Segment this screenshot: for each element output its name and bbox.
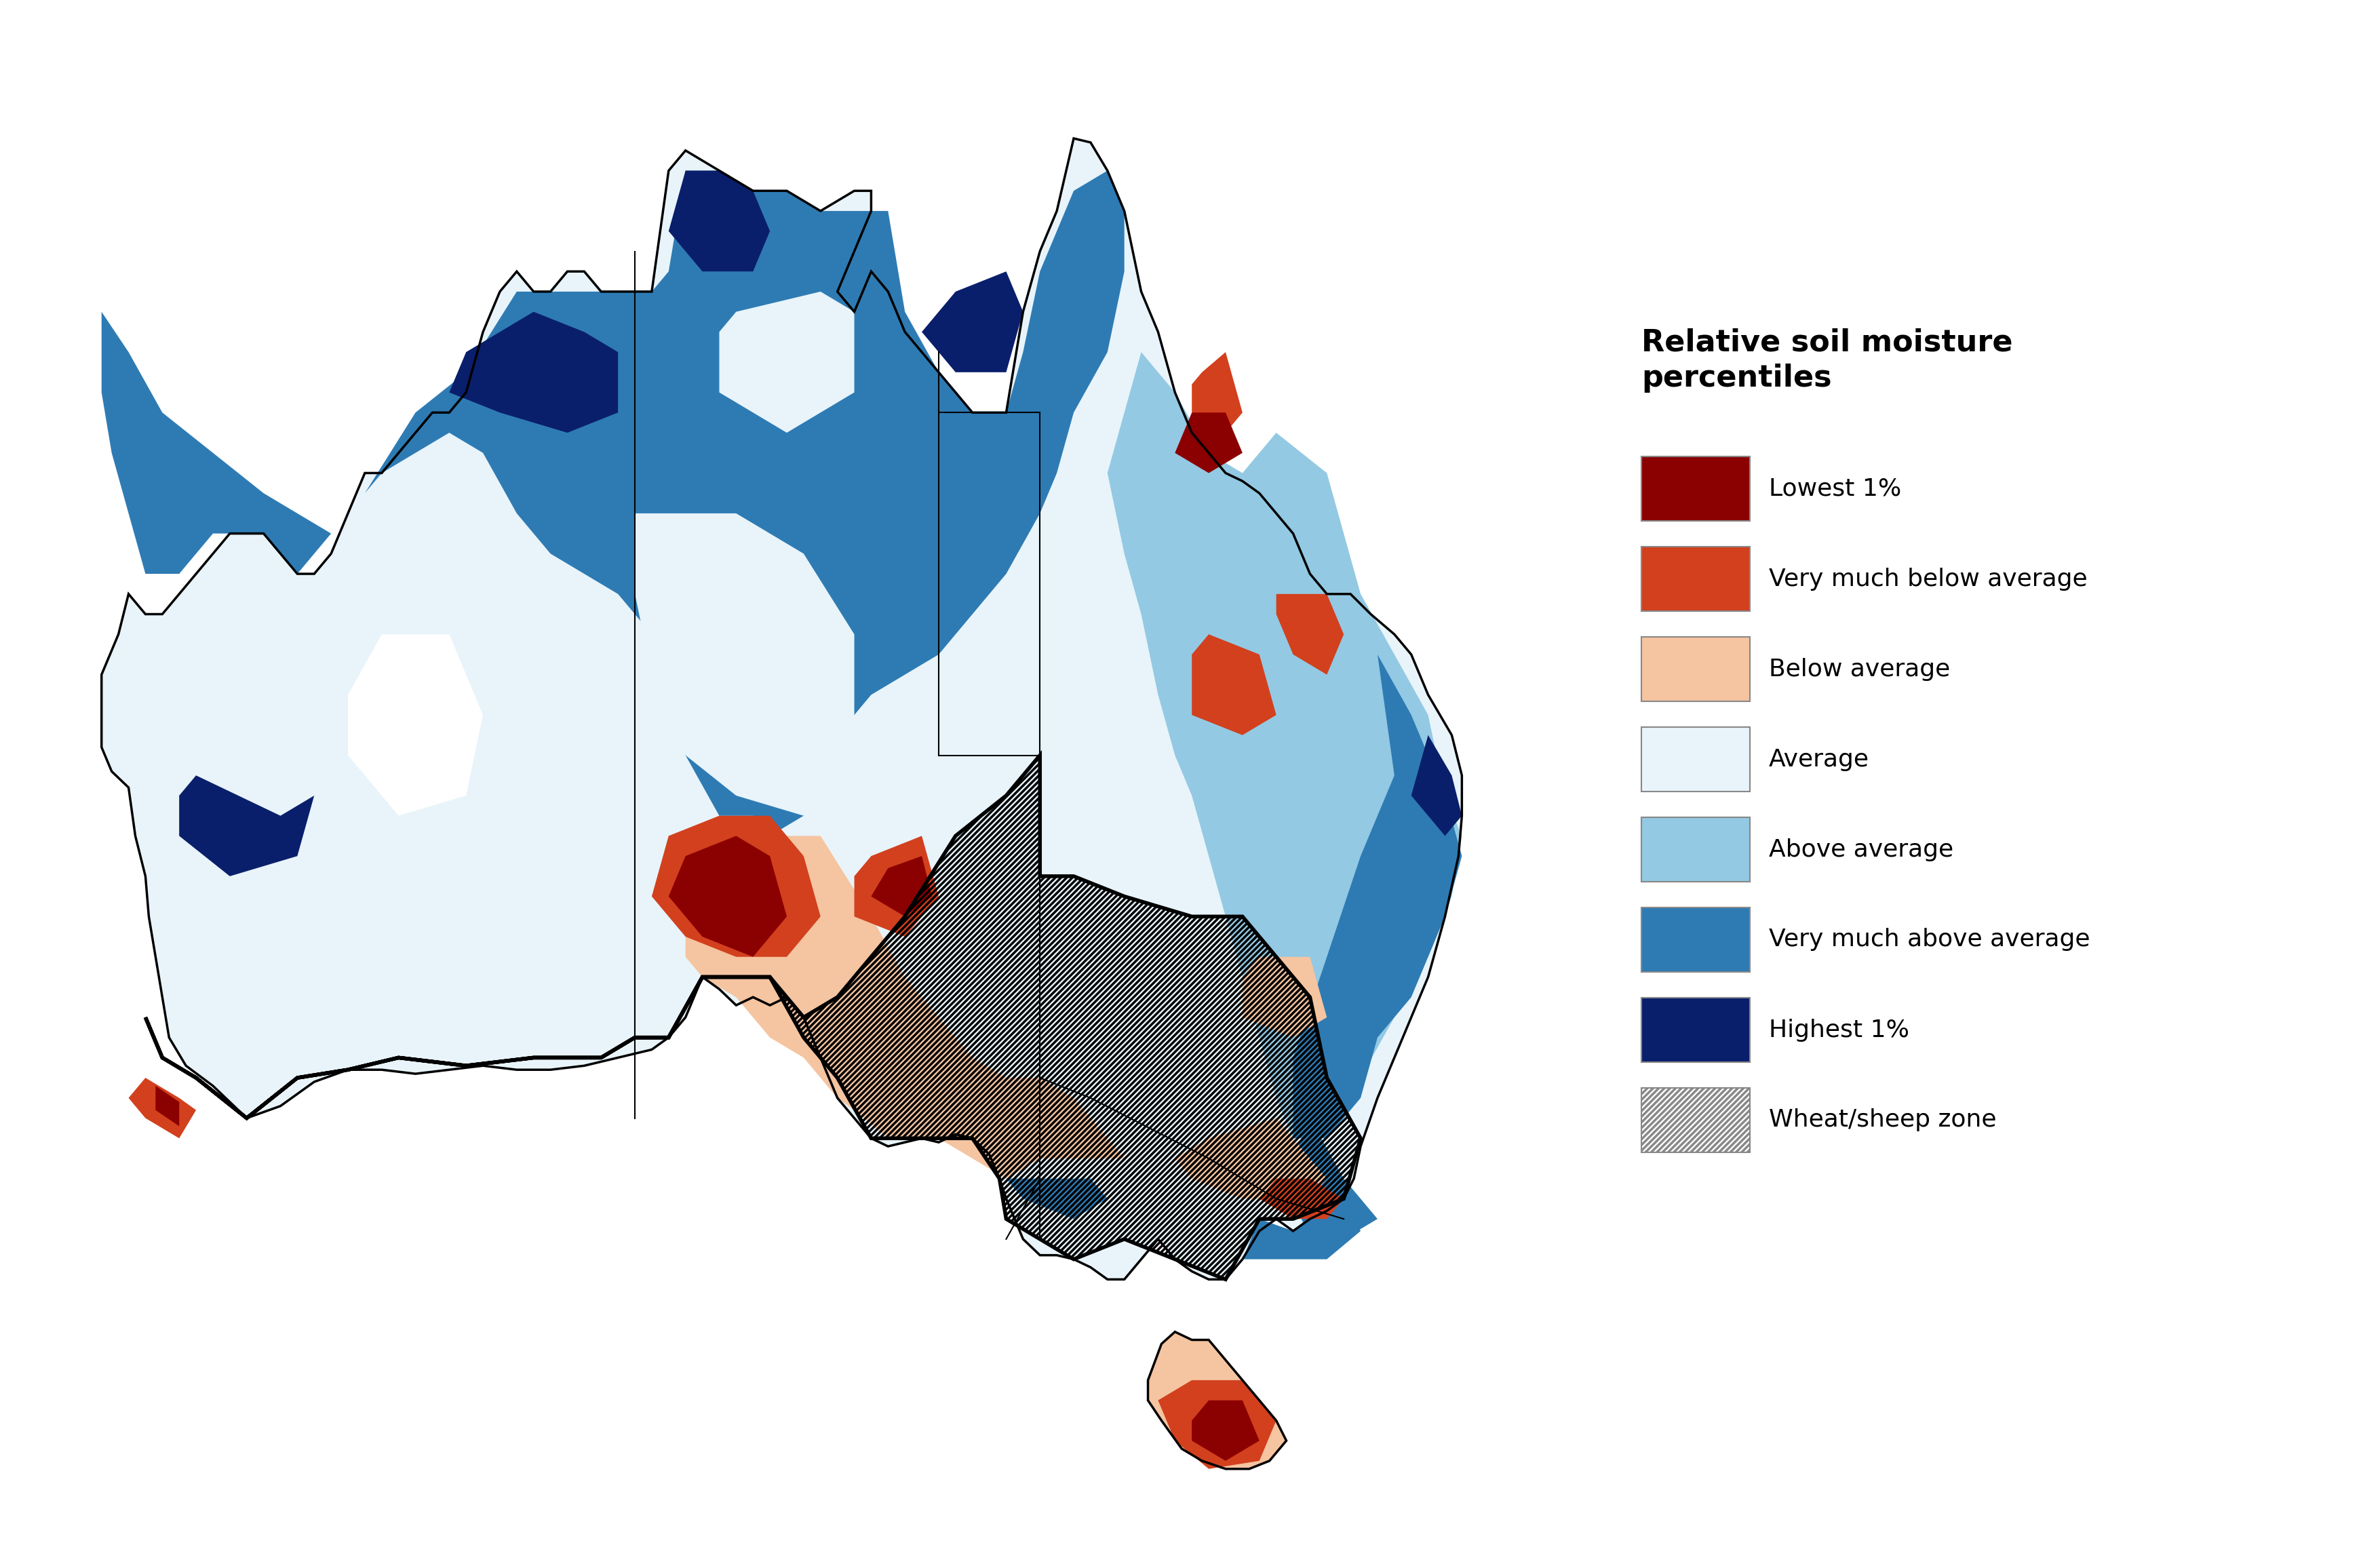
Bar bbox=[1642, 817, 1749, 881]
Polygon shape bbox=[1259, 1179, 1345, 1218]
Polygon shape bbox=[871, 856, 933, 917]
Polygon shape bbox=[1147, 1332, 1285, 1468]
Text: Relative soil moisture
percentiles: Relative soil moisture percentiles bbox=[1642, 328, 2013, 392]
Text: Very much above average: Very much above average bbox=[1768, 928, 2090, 951]
Text: Very much below average: Very much below average bbox=[1768, 567, 2087, 590]
Polygon shape bbox=[1242, 1198, 1361, 1259]
Text: Wheat/sheep zone: Wheat/sheep zone bbox=[1768, 1109, 1997, 1131]
Polygon shape bbox=[102, 170, 1123, 836]
Polygon shape bbox=[669, 170, 769, 272]
Polygon shape bbox=[129, 1078, 195, 1139]
Polygon shape bbox=[921, 272, 1023, 372]
Polygon shape bbox=[1192, 351, 1242, 433]
Bar bbox=[1642, 998, 1749, 1062]
Polygon shape bbox=[450, 312, 619, 433]
Polygon shape bbox=[635, 514, 854, 815]
Polygon shape bbox=[669, 836, 788, 958]
Text: Highest 1%: Highest 1% bbox=[1768, 1018, 1909, 1042]
Polygon shape bbox=[685, 836, 1123, 1179]
Bar bbox=[1642, 908, 1749, 972]
Polygon shape bbox=[1192, 1401, 1259, 1460]
Polygon shape bbox=[102, 139, 1461, 1279]
Polygon shape bbox=[854, 836, 938, 937]
Text: Lowest 1%: Lowest 1% bbox=[1768, 476, 1902, 500]
Polygon shape bbox=[178, 775, 314, 876]
Bar bbox=[1642, 637, 1749, 701]
Polygon shape bbox=[1176, 412, 1242, 473]
Polygon shape bbox=[1147, 1332, 1285, 1468]
Polygon shape bbox=[1176, 1118, 1328, 1198]
Text: Below average: Below average bbox=[1768, 658, 1949, 681]
Polygon shape bbox=[719, 292, 854, 433]
Polygon shape bbox=[347, 634, 483, 815]
Polygon shape bbox=[1107, 351, 1461, 1139]
Polygon shape bbox=[155, 1086, 178, 1126]
Bar bbox=[1642, 547, 1749, 611]
Polygon shape bbox=[1242, 958, 1328, 1037]
Text: Average: Average bbox=[1768, 748, 1868, 770]
Polygon shape bbox=[652, 815, 821, 958]
Polygon shape bbox=[1007, 1179, 1107, 1218]
Bar bbox=[1642, 1087, 1749, 1153]
Polygon shape bbox=[1159, 1381, 1276, 1468]
Bar bbox=[1642, 456, 1749, 520]
Polygon shape bbox=[1276, 594, 1345, 675]
Polygon shape bbox=[1411, 736, 1461, 836]
Bar bbox=[1642, 726, 1749, 792]
Polygon shape bbox=[1292, 654, 1461, 1139]
Text: Above average: Above average bbox=[1768, 837, 1954, 861]
Polygon shape bbox=[1192, 634, 1276, 736]
Polygon shape bbox=[1292, 1118, 1378, 1239]
